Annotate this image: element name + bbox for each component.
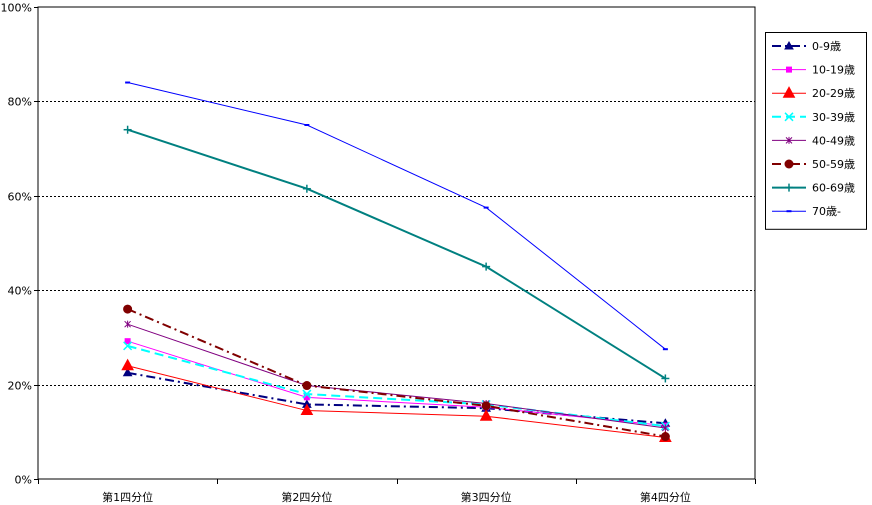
data-point-10-19: [124, 338, 131, 345]
legend-label-0-9: 0-9歳: [812, 40, 841, 53]
data-point-50-59: [660, 432, 670, 442]
series-line-20-29: [127, 365, 666, 438]
data-point-60-69: [302, 184, 311, 193]
data-point-20-29: [479, 409, 493, 421]
series-line-60-69: [127, 128, 666, 380]
data-point-40-49: [124, 320, 131, 328]
data-point-0-9: [122, 367, 133, 377]
data-point-30-39: [302, 389, 312, 399]
legend-marker-20-29: [782, 86, 796, 98]
legend-label-70: 70歳-: [812, 205, 841, 218]
x-tick-label: 第1四分位: [102, 490, 153, 504]
legend-label-20-29: 20-29歳: [812, 87, 855, 100]
y-tick-label: 20%: [8, 380, 32, 393]
legend-marker-0-9: [784, 40, 794, 50]
y-tick-label: 40%: [8, 285, 32, 298]
data-point-40-49: [662, 424, 669, 432]
y-tick-label: 60%: [8, 191, 32, 204]
data-point-10-19: [303, 394, 310, 401]
x-tick-label: 第2四分位: [281, 490, 332, 504]
series-60-69: [123, 125, 670, 383]
legend-marker-60-69: [785, 183, 793, 192]
y-tick-label: 80%: [8, 96, 32, 109]
series-line-70: [127, 82, 666, 350]
data-point-30-39-stroke: [123, 341, 133, 351]
data-point-60-69: [661, 374, 670, 383]
data-point-50-59: [481, 401, 491, 411]
data-point-50-59: [302, 381, 312, 391]
plot-area: [37, 6, 756, 480]
data-point-60-69: [123, 125, 132, 134]
series-70: [125, 81, 668, 351]
data-point-20-29: [300, 403, 314, 416]
legend-box: [765, 32, 867, 230]
legend-marker-30-39: [784, 112, 794, 122]
legend-label-50-59: 50-59歳: [812, 158, 855, 171]
data-point-30-39: [123, 341, 133, 351]
data-point-60-69: [482, 262, 491, 271]
legend-label-40-49: 40-49歳: [812, 134, 855, 147]
legend: 0-9歳 10-19歳 20-29歳 30-39歳 40-49歳 50-59歳 60-69歳…: [765, 32, 867, 230]
legend-label-10-19: 10-19歳: [812, 64, 855, 77]
data-point-30-39-stroke: [302, 389, 312, 399]
x-tick-label: 第3四分位: [461, 490, 512, 504]
data-point-20-29: [121, 358, 134, 371]
y-tick-label: 0%: [15, 474, 32, 487]
legend-label-30-39: 30-39歳: [812, 111, 855, 124]
series-line-40-49: [127, 323, 666, 429]
data-point-50-59: [123, 304, 133, 314]
legend-marker-30-39-stroke: [784, 112, 794, 122]
series-50-59: [123, 304, 670, 442]
legend-label-60-69: 60-69歳: [812, 182, 855, 195]
x-tick-label: 第4四分位: [640, 490, 691, 504]
series-line-50-59: [127, 308, 666, 438]
y-tick-label: 100%: [1, 2, 32, 15]
legend-marker-40-49: [785, 136, 793, 144]
legend-marker-10-19: [786, 66, 792, 73]
legend-marker-50-59: [784, 159, 794, 169]
